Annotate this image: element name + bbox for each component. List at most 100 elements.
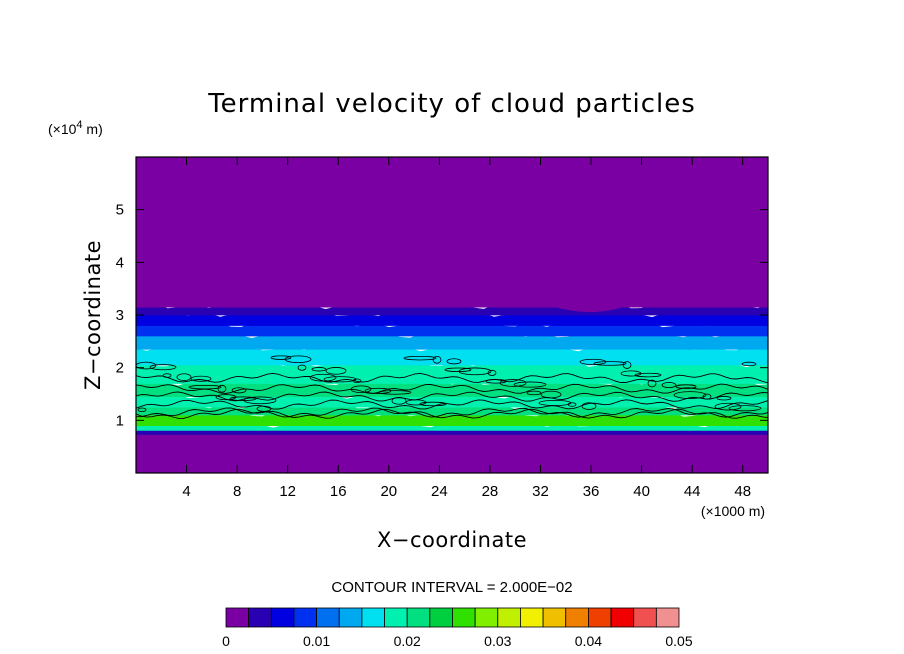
x-tick-label: 20 bbox=[380, 483, 397, 500]
contour-loop bbox=[378, 390, 412, 395]
x-axis-unit: (×1000 m) bbox=[701, 503, 765, 519]
contour-loop bbox=[634, 372, 662, 378]
contour-line bbox=[136, 408, 768, 419]
y-axis: 1 2 3 4 5 bbox=[116, 202, 768, 429]
colorbar-swatch bbox=[542, 607, 567, 628]
colorbar-swatch bbox=[293, 607, 318, 628]
contour-loop bbox=[702, 393, 712, 400]
x-tick-label: 40 bbox=[633, 483, 650, 500]
colorbar: 0 0.01 0.02 0.03 0.04 0.05 bbox=[222, 607, 693, 649]
colorbar-tick-label: 0.02 bbox=[394, 633, 421, 649]
colorbar-swatch bbox=[225, 607, 250, 628]
contour-loop bbox=[620, 370, 642, 377]
contour-loop bbox=[403, 355, 437, 361]
y-tick-label: 1 bbox=[116, 412, 124, 429]
contour-loop bbox=[136, 361, 157, 370]
x-tick-label: 36 bbox=[583, 483, 600, 500]
contour-loop bbox=[215, 394, 237, 401]
x-axis-label: X−coordinate bbox=[377, 528, 527, 552]
colorbar-swatch bbox=[270, 607, 295, 628]
contour-loop bbox=[675, 384, 697, 389]
contour-loop bbox=[485, 379, 507, 384]
colorbar-tick-label: 0.03 bbox=[484, 633, 511, 649]
y-tick-label: 5 bbox=[116, 202, 124, 219]
contour-loop bbox=[137, 407, 147, 412]
y-tick-label: 2 bbox=[116, 360, 124, 377]
contour-loop bbox=[487, 369, 497, 376]
contour-loop bbox=[217, 384, 227, 393]
contour-band bbox=[136, 431, 768, 473]
x-tick-label: 44 bbox=[684, 483, 701, 500]
contour-loop bbox=[190, 375, 212, 382]
colorbar-swatch bbox=[497, 607, 521, 628]
chart-title: Terminal velocity of cloud particles bbox=[207, 89, 696, 119]
contour-line bbox=[136, 391, 768, 402]
colorbar-swatch bbox=[474, 607, 499, 628]
contour-loop bbox=[540, 390, 562, 399]
contour-loop bbox=[673, 391, 707, 399]
contour-loop bbox=[419, 401, 447, 407]
colorbar-swatch bbox=[248, 607, 272, 628]
contour-loop bbox=[405, 399, 427, 406]
contour-loop bbox=[364, 387, 392, 394]
colorbar-swatch bbox=[406, 607, 431, 628]
colorbar-swatch bbox=[361, 607, 385, 628]
contour-loop bbox=[716, 396, 732, 401]
y-axis-unit-exponent: 4 bbox=[76, 119, 82, 131]
colorbar-swatch bbox=[384, 607, 408, 628]
contour-loop bbox=[162, 373, 172, 378]
contour-band bbox=[136, 299, 768, 316]
colorbar-swatch bbox=[633, 607, 657, 628]
x-tick-label: 8 bbox=[233, 483, 241, 500]
plot-area bbox=[135, 156, 769, 474]
contour-loop bbox=[581, 402, 597, 410]
contour-loop bbox=[231, 387, 247, 394]
x-tick-label: 16 bbox=[330, 483, 347, 500]
contour-loop bbox=[728, 405, 762, 412]
y-axis-unit: (×104 m) bbox=[48, 119, 103, 137]
contour-loop bbox=[647, 379, 657, 388]
colorbar-tick-label: 0.05 bbox=[665, 633, 692, 649]
contour-loop bbox=[446, 358, 462, 365]
contour-loop bbox=[741, 361, 757, 367]
colorbar-swatch bbox=[429, 607, 453, 628]
contour-line bbox=[136, 407, 768, 418]
colorbar-swatch bbox=[338, 607, 363, 628]
contour-loop bbox=[432, 355, 442, 364]
contour-loop bbox=[176, 373, 192, 381]
contour-line bbox=[136, 372, 768, 384]
cloud-top-region bbox=[136, 157, 768, 312]
contour-loop bbox=[526, 390, 542, 396]
x-tick-label: 24 bbox=[431, 483, 448, 500]
x-tick-label: 48 bbox=[734, 483, 751, 500]
colorbar-swatch bbox=[452, 607, 476, 628]
contour-loop bbox=[579, 358, 607, 365]
contour-loop bbox=[325, 367, 347, 375]
colorbar-swatch bbox=[316, 607, 340, 628]
contour-loop bbox=[391, 397, 407, 405]
colorbar-tick-label: 0.04 bbox=[575, 633, 602, 649]
contour-loop bbox=[323, 376, 357, 383]
colorbar-swatch bbox=[520, 607, 544, 628]
contour-loop bbox=[622, 361, 632, 369]
x-tick-label: 32 bbox=[532, 483, 549, 500]
contour-loop bbox=[149, 364, 177, 371]
contour-line bbox=[136, 383, 768, 394]
contour-loop bbox=[661, 382, 677, 389]
y-tick-label: 3 bbox=[116, 307, 124, 324]
x-tick-label: 12 bbox=[279, 483, 296, 500]
colorbar-swatch bbox=[588, 607, 612, 628]
x-tick-label: 4 bbox=[182, 483, 190, 500]
contour-interval-label: CONTOUR INTERVAL = 2.000E−02 bbox=[331, 579, 572, 596]
contour-loop bbox=[256, 405, 272, 412]
colorbar-swatch bbox=[655, 607, 680, 628]
x-axis: 4 8 12 16 20 24 28 32 36 40 44 48 bbox=[182, 157, 751, 500]
colorbar-swatch bbox=[565, 607, 589, 628]
x-tick-label: 28 bbox=[482, 483, 499, 500]
contour-loop bbox=[714, 402, 742, 411]
contour-loop bbox=[593, 361, 627, 366]
contour-loop bbox=[513, 381, 547, 388]
colorbar-tick-label: 0.01 bbox=[303, 633, 330, 649]
colorbar-tick-label: 0 bbox=[222, 633, 230, 649]
